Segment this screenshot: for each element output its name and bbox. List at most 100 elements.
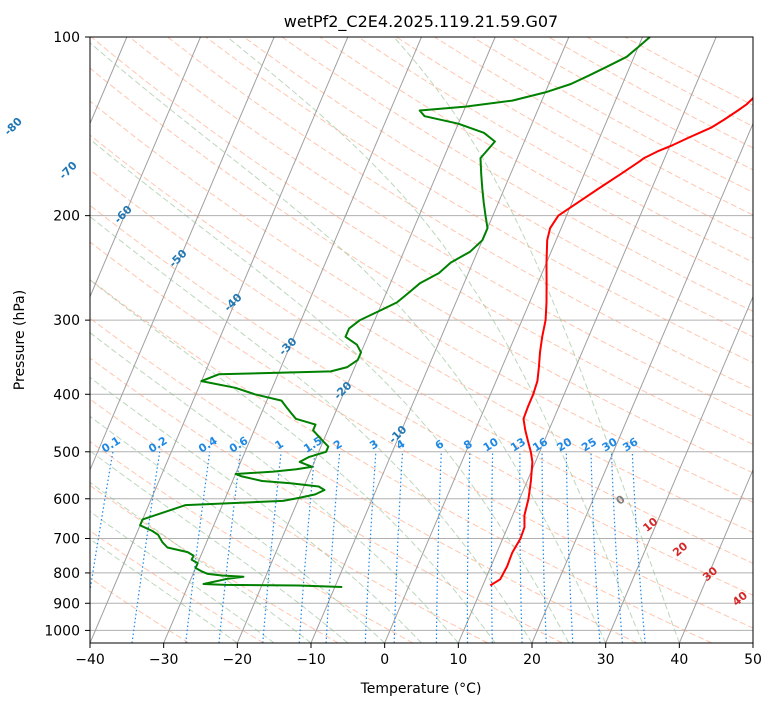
moist-adiabat bbox=[90, 215, 533, 643]
isotherm bbox=[384, 37, 643, 643]
x-tick-label: 10 bbox=[449, 652, 467, 668]
y-tick-label: 1000 bbox=[44, 623, 80, 639]
mixing-ratio-line bbox=[364, 451, 377, 643]
dry-adiabat-label: 10 bbox=[640, 515, 660, 535]
moist-adiabat bbox=[90, 331, 459, 643]
mixing-ratio-line bbox=[519, 451, 523, 643]
dry-adiabat bbox=[90, 398, 488, 643]
x-tick-label: −10 bbox=[296, 652, 326, 668]
x-tick-label: 40 bbox=[670, 652, 688, 668]
dry-adiabat bbox=[90, 204, 753, 596]
mixing-ratio-line bbox=[610, 451, 623, 643]
dry-adiabat bbox=[90, 134, 753, 533]
mixing-ratio-line bbox=[325, 451, 341, 643]
chart-title: wetPf2_C2E4.2025.119.21.59.G07 bbox=[284, 12, 558, 32]
isotherm-label: -70 bbox=[57, 159, 80, 182]
dry-adiabat bbox=[90, 241, 753, 629]
isotherm bbox=[90, 37, 201, 298]
isotherm bbox=[457, 37, 717, 643]
mixing-ratio-line bbox=[218, 451, 242, 643]
dry-adiabat bbox=[90, 317, 638, 643]
mixing-ratio-line bbox=[590, 451, 601, 643]
y-axis-label: Pressure (hPa) bbox=[12, 290, 28, 390]
moist-adiabat bbox=[90, 138, 570, 643]
dry-adiabat bbox=[90, 169, 753, 564]
isotherm-label: -50 bbox=[166, 247, 189, 270]
y-tick-label: 400 bbox=[53, 387, 80, 403]
dewpoint-profile-line bbox=[139, 37, 651, 588]
y-tick-label: 600 bbox=[53, 492, 80, 508]
isotherm-label: -60 bbox=[112, 203, 135, 226]
dry-adiabat bbox=[434, 37, 753, 216]
dry-adiabat-label: 40 bbox=[730, 589, 750, 609]
moist-adiabats bbox=[90, 37, 680, 643]
x-tick-label: 0 bbox=[380, 652, 389, 668]
isotherm bbox=[90, 37, 349, 643]
isotherm bbox=[163, 37, 422, 643]
mixing-ratio-line bbox=[262, 451, 282, 643]
dry-adiabat bbox=[243, 37, 753, 338]
plot-frame bbox=[89, 36, 754, 644]
x-tick-label: −40 bbox=[75, 652, 105, 668]
dry-adiabat bbox=[90, 357, 563, 643]
dry-adiabats bbox=[90, 37, 753, 643]
mixing-ratio-line bbox=[435, 451, 442, 643]
mixing-ratio-line bbox=[631, 451, 646, 643]
moist-adiabat bbox=[90, 481, 312, 643]
mixing-ratio-line bbox=[565, 451, 574, 643]
isotherm bbox=[752, 641, 753, 643]
y-tick-label: 200 bbox=[53, 209, 80, 225]
x-tick-label: −20 bbox=[223, 652, 253, 668]
x-axis-ticks: −40 −30 −20 −10 0 10 20 30 40 50 bbox=[75, 643, 762, 668]
isotherm bbox=[678, 468, 753, 643]
x-tick-label: −30 bbox=[149, 652, 179, 668]
isotherm-label: -30 bbox=[276, 335, 299, 358]
mixing-ratio-label: 0.1 bbox=[99, 434, 122, 455]
x-tick-label: 50 bbox=[744, 652, 762, 668]
dry-adiabat-label: 30 bbox=[700, 564, 720, 584]
dry-adiabat bbox=[90, 577, 190, 643]
moist-adiabat bbox=[226, 37, 643, 643]
moist-adiabat bbox=[90, 538, 238, 643]
skewed-isotherms bbox=[90, 37, 753, 643]
y-tick-label: 900 bbox=[53, 596, 80, 612]
moist-adiabat bbox=[90, 376, 422, 643]
dry-adiabat bbox=[90, 484, 339, 643]
profile-series bbox=[139, 37, 753, 588]
dry-adiabat-label: 20 bbox=[670, 539, 690, 559]
dry-adiabat bbox=[129, 37, 753, 418]
moist-adiabat bbox=[393, 37, 680, 643]
isotherm-label: -80 bbox=[2, 115, 25, 138]
isotherm bbox=[605, 295, 753, 643]
moist-adiabat bbox=[90, 415, 386, 643]
mixing-ratio-line bbox=[90, 451, 114, 595]
y-axis-ticks: 1000 900 800 700 600 500 400 300 200 100 bbox=[44, 30, 90, 639]
dry-adiabat bbox=[90, 67, 753, 474]
y-tick-label: 700 bbox=[53, 532, 80, 548]
x-tick-label: 20 bbox=[523, 652, 541, 668]
dry-adiabat bbox=[281, 37, 753, 312]
mixing-ratio-label: 3 bbox=[367, 437, 380, 452]
mixing-ratio-label: 1 bbox=[273, 437, 286, 452]
moist-adiabat bbox=[90, 279, 496, 643]
y-tick-label: 500 bbox=[53, 445, 80, 461]
isotherm bbox=[310, 37, 570, 643]
y-tick-label: 300 bbox=[53, 313, 80, 329]
isotherm bbox=[90, 37, 275, 472]
moist-adiabat bbox=[90, 42, 607, 643]
isotherm bbox=[531, 122, 753, 643]
background-line-labels: 0.10.20.40.611.52346810131620253036-100-… bbox=[2, 115, 751, 609]
dry-adiabat bbox=[205, 37, 753, 364]
temperature-profile-line bbox=[489, 96, 753, 587]
dry-adiabat bbox=[90, 530, 264, 643]
dry-adiabat bbox=[90, 278, 712, 643]
moist-adiabat bbox=[90, 510, 275, 643]
dry-adiabat bbox=[510, 37, 753, 171]
moist-adiabat bbox=[90, 450, 349, 643]
mixing-ratio-line bbox=[185, 451, 211, 643]
y-tick-label: 100 bbox=[53, 30, 80, 46]
pressure-gridlines bbox=[90, 37, 753, 631]
mixing-ratio-line bbox=[490, 451, 494, 643]
isotherm bbox=[236, 37, 496, 643]
